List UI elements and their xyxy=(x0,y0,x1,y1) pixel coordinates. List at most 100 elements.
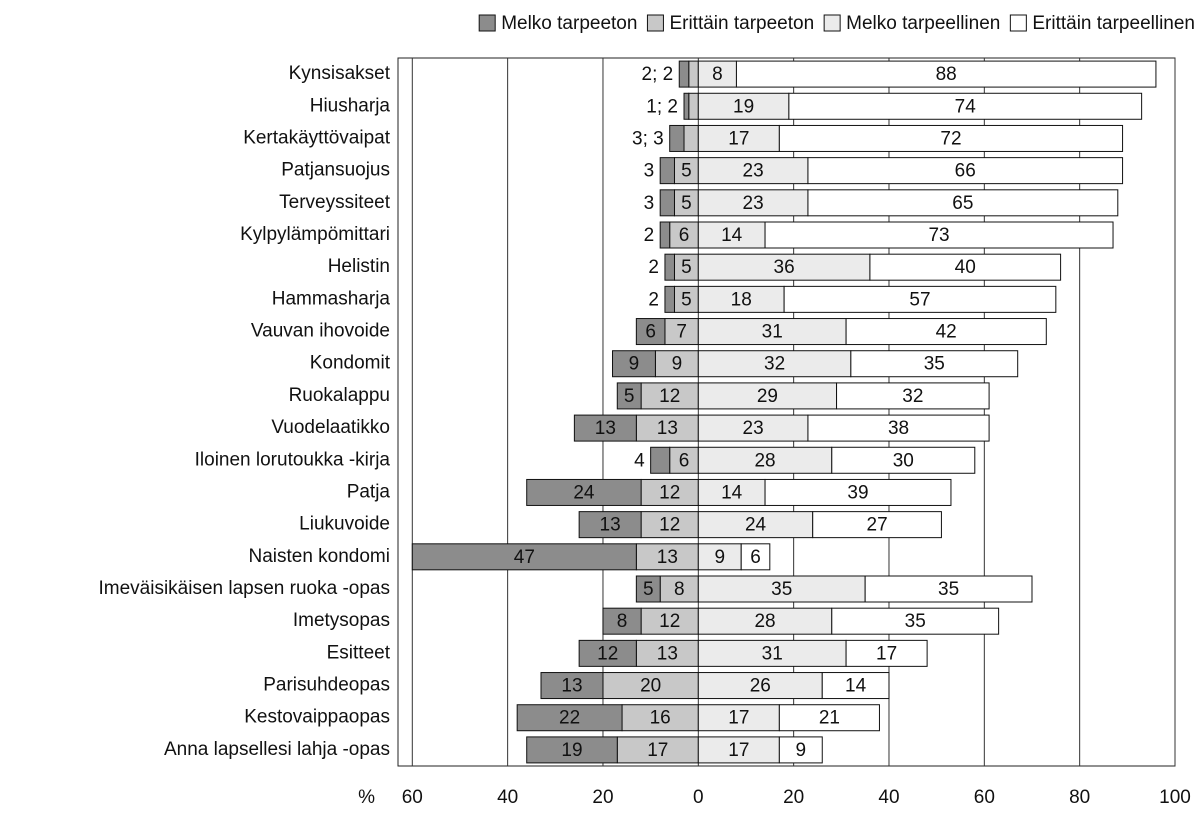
bar-segment xyxy=(664,285,675,313)
data-label: 6 xyxy=(750,547,761,568)
data-label: 32 xyxy=(764,354,785,375)
x-axis-label: % xyxy=(358,787,375,808)
data-label: 9 xyxy=(714,547,725,568)
category-label: Hiusharja xyxy=(310,95,391,116)
category-label: Helistin xyxy=(328,256,390,277)
data-label: 9 xyxy=(672,354,683,375)
bar-segment xyxy=(807,189,1119,217)
data-label: 12 xyxy=(659,386,680,407)
bar-segment xyxy=(578,639,637,667)
bar-segment xyxy=(616,736,699,764)
data-label: 1; 2 xyxy=(646,96,678,117)
data-label: 14 xyxy=(721,225,743,246)
bar-segment xyxy=(650,446,671,474)
legend-swatch xyxy=(823,14,841,32)
data-label: 24 xyxy=(573,482,595,503)
bar-segment xyxy=(526,736,618,764)
category-label: Kestovaippaopas xyxy=(244,707,390,728)
bar-segment xyxy=(697,672,823,700)
data-label: 72 xyxy=(940,128,961,149)
data-label: 47 xyxy=(514,547,535,568)
data-label: 7 xyxy=(676,322,687,343)
category-label: Parisuhdeopas xyxy=(263,675,390,696)
bar-segment xyxy=(869,253,1062,281)
data-label: 39 xyxy=(847,482,868,503)
bar-segment xyxy=(697,607,833,635)
data-label: 17 xyxy=(647,740,668,761)
data-label: 35 xyxy=(905,611,926,632)
category-label: Patjansuojus xyxy=(281,160,390,181)
legend-label: Erittäin tarpeellinen xyxy=(1032,13,1195,34)
bar-segment xyxy=(411,543,637,571)
data-label: 14 xyxy=(721,482,743,503)
data-label: 6 xyxy=(645,322,656,343)
data-label: 17 xyxy=(728,740,749,761)
bar-segment xyxy=(697,736,780,764)
category-label: Imetysopas xyxy=(293,610,390,631)
bar-segment xyxy=(659,221,671,249)
bar-segment xyxy=(831,607,1000,635)
data-label: 28 xyxy=(754,450,775,471)
data-label: 14 xyxy=(845,676,867,697)
x-tick-label: 20 xyxy=(592,787,613,808)
data-label: 19 xyxy=(561,740,582,761)
data-label: 3 xyxy=(644,193,655,214)
bar-segment xyxy=(612,350,656,378)
bar-segment xyxy=(821,672,890,700)
bar-segment xyxy=(845,639,928,667)
category-label: Naisten kondomi xyxy=(248,546,390,567)
bar-segment xyxy=(664,318,699,346)
bar-segment xyxy=(697,382,838,410)
category-label: Kertakäyttövaipat xyxy=(243,127,391,148)
x-tick-label: 40 xyxy=(497,787,518,808)
legend-swatch xyxy=(1009,14,1027,32)
legend-swatch xyxy=(478,14,496,32)
bar-segment xyxy=(578,511,642,539)
data-label: 8 xyxy=(617,611,628,632)
legend-swatch xyxy=(646,14,664,32)
data-label: 20 xyxy=(640,676,661,697)
bar-segment xyxy=(697,446,833,474)
data-label: 31 xyxy=(762,322,783,343)
data-label: 13 xyxy=(561,676,582,697)
x-tick-label: 20 xyxy=(783,787,804,808)
data-label: 5 xyxy=(681,161,692,182)
data-label: 17 xyxy=(728,708,749,729)
data-label: 5 xyxy=(681,289,692,310)
data-label: 13 xyxy=(600,515,621,536)
data-label: 66 xyxy=(955,161,976,182)
data-label: 23 xyxy=(743,418,764,439)
data-label: 31 xyxy=(762,643,783,664)
bar-segment xyxy=(683,92,690,120)
data-label: 13 xyxy=(657,418,678,439)
category-label: Iloinen lorutoukka -kirja xyxy=(195,449,391,470)
bar-segment xyxy=(669,124,685,152)
data-label: 18 xyxy=(731,289,752,310)
bar-segment xyxy=(864,575,1033,603)
data-label: 57 xyxy=(909,289,930,310)
bar-segment xyxy=(778,124,1124,152)
bar-segment xyxy=(697,285,785,313)
category-label: Patja xyxy=(347,481,391,502)
category-label: Anna lapsellesi lahja -opas xyxy=(164,739,390,760)
bar-segment xyxy=(659,157,675,185)
x-tick-label: 0 xyxy=(693,787,704,808)
bar-segment xyxy=(621,704,699,732)
data-label: 65 xyxy=(952,193,973,214)
bar-segment xyxy=(683,124,699,152)
bar-segment xyxy=(836,382,990,410)
category-label: Hammasharja xyxy=(272,288,391,309)
x-tick-label: 100 xyxy=(1159,787,1191,808)
data-label: 35 xyxy=(771,579,792,600)
data-label: 32 xyxy=(902,386,923,407)
data-label: 17 xyxy=(728,128,749,149)
bar-segment xyxy=(788,92,1143,120)
data-label: 42 xyxy=(936,322,957,343)
category-label: Liukuvoide xyxy=(299,514,390,535)
data-label: 35 xyxy=(938,579,959,600)
data-label: 6 xyxy=(679,450,690,471)
bar-segment xyxy=(635,575,661,603)
bar-segment xyxy=(764,221,1114,249)
bar-segment xyxy=(678,60,690,88)
